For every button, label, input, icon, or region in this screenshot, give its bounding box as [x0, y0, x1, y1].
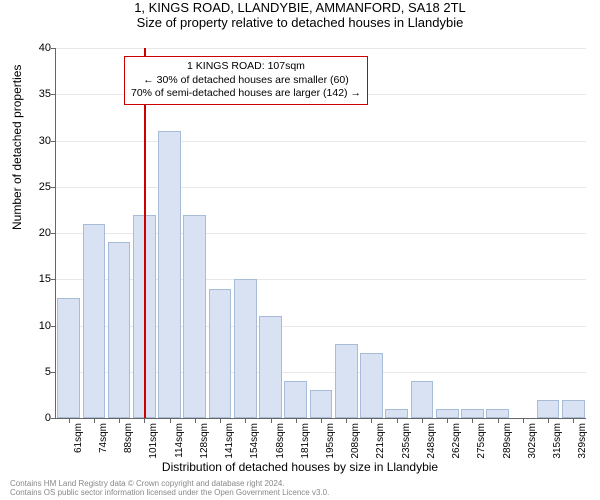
y-tick-mark: [51, 418, 56, 419]
y-tick-label: 25: [21, 181, 51, 193]
x-tick-label: 114sqm: [174, 423, 185, 458]
histogram-bar: [411, 381, 434, 418]
histogram-bar: [436, 409, 459, 418]
x-tick-mark: [170, 418, 171, 423]
x-tick-mark: [397, 418, 398, 423]
footer-line2: Contains OS public sector information li…: [10, 489, 329, 498]
chart-plot: 051015202530354061sqm74sqm88sqm101sqm114…: [55, 48, 585, 418]
annotation-line: 1 KINGS ROAD: 107sqm: [131, 60, 361, 74]
page-subtitle: Size of property relative to detached ho…: [0, 15, 600, 30]
x-tick-label: 248sqm: [426, 423, 437, 459]
x-tick-label: 289sqm: [502, 423, 513, 459]
histogram-bar: [562, 400, 585, 419]
y-tick-mark: [51, 279, 56, 280]
y-tick-mark: [51, 94, 56, 95]
x-tick-label: 61sqm: [73, 423, 84, 453]
x-tick-mark: [573, 418, 574, 423]
grid-line: [56, 48, 586, 49]
histogram-bar: [385, 409, 408, 418]
y-tick-label: 40: [21, 42, 51, 54]
x-tick-mark: [422, 418, 423, 423]
histogram-bar: [310, 390, 333, 418]
y-tick-label: 5: [21, 366, 51, 378]
x-tick-mark: [195, 418, 196, 423]
annotation-line: ← 30% of detached houses are smaller (60…: [131, 74, 361, 88]
x-tick-mark: [119, 418, 120, 423]
x-tick-label: 101sqm: [148, 423, 159, 459]
x-tick-label: 302sqm: [527, 423, 538, 459]
x-tick-label: 221sqm: [375, 423, 386, 459]
x-tick-mark: [94, 418, 95, 423]
y-tick-label: 20: [21, 227, 51, 239]
x-tick-label: 262sqm: [451, 423, 462, 459]
histogram-bar: [259, 316, 282, 418]
histogram-bar: [234, 279, 257, 418]
x-tick-mark: [245, 418, 246, 423]
y-tick-label: 35: [21, 88, 51, 100]
x-tick-mark: [346, 418, 347, 423]
histogram-bar: [461, 409, 484, 418]
x-tick-mark: [144, 418, 145, 423]
x-tick-mark: [447, 418, 448, 423]
x-tick-mark: [472, 418, 473, 423]
histogram-bar: [209, 289, 232, 419]
histogram-bar: [183, 215, 206, 419]
x-tick-label: 195sqm: [325, 423, 336, 459]
x-tick-label: 88sqm: [123, 423, 134, 453]
histogram-bar: [108, 242, 131, 418]
histogram-bar: [158, 131, 181, 418]
x-tick-label: 168sqm: [275, 423, 286, 459]
y-tick-mark: [51, 48, 56, 49]
x-tick-mark: [321, 418, 322, 423]
histogram-bar: [83, 224, 106, 418]
y-tick-mark: [51, 326, 56, 327]
x-tick-label: 275sqm: [476, 423, 487, 459]
x-tick-mark: [523, 418, 524, 423]
grid-line: [56, 187, 586, 188]
x-tick-label: 181sqm: [300, 423, 311, 459]
histogram-bar: [360, 353, 383, 418]
x-tick-label: 315sqm: [552, 423, 563, 459]
histogram-bar: [486, 409, 509, 418]
histogram-bar: [57, 298, 80, 418]
footer-attribution: Contains HM Land Registry data © Crown c…: [10, 480, 329, 498]
y-tick-label: 30: [21, 135, 51, 147]
y-tick-label: 0: [21, 412, 51, 424]
grid-line: [56, 141, 586, 142]
x-tick-label: 128sqm: [199, 423, 210, 459]
x-tick-mark: [220, 418, 221, 423]
x-tick-label: 329sqm: [577, 423, 588, 459]
page-title: 1, KINGS ROAD, LLANDYBIE, AMMANFORD, SA1…: [0, 0, 600, 15]
x-tick-mark: [271, 418, 272, 423]
y-tick-mark: [51, 141, 56, 142]
x-tick-mark: [371, 418, 372, 423]
plot-area: 051015202530354061sqm74sqm88sqm101sqm114…: [55, 48, 586, 419]
x-tick-mark: [69, 418, 70, 423]
x-tick-label: 235sqm: [401, 423, 412, 459]
x-tick-label: 154sqm: [249, 423, 260, 459]
y-tick-label: 10: [21, 320, 51, 332]
x-tick-label: 141sqm: [224, 423, 235, 459]
histogram-bar: [537, 400, 560, 419]
annotation-box: 1 KINGS ROAD: 107sqm← 30% of detached ho…: [124, 56, 368, 105]
x-tick-mark: [548, 418, 549, 423]
histogram-bar: [284, 381, 307, 418]
x-tick-label: 208sqm: [350, 423, 361, 459]
x-tick-mark: [296, 418, 297, 423]
y-tick-label: 15: [21, 273, 51, 285]
y-tick-mark: [51, 372, 56, 373]
y-tick-mark: [51, 187, 56, 188]
y-tick-mark: [51, 233, 56, 234]
histogram-bar: [335, 344, 358, 418]
x-tick-label: 74sqm: [98, 423, 109, 453]
annotation-line: 70% of semi-detached houses are larger (…: [131, 87, 361, 101]
x-axis-label: Distribution of detached houses by size …: [0, 460, 600, 474]
x-tick-mark: [498, 418, 499, 423]
